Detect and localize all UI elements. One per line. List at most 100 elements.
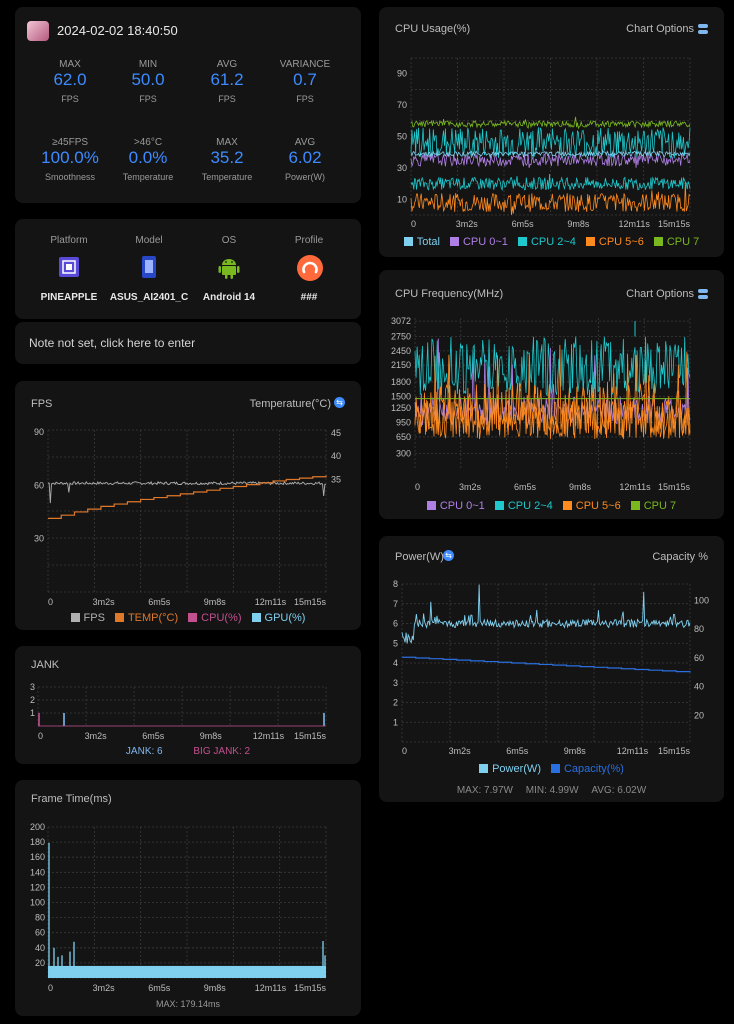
power-x-tick: 3m2s <box>449 746 472 756</box>
cpu-usage-chart-options-button[interactable]: Chart Options <box>626 23 694 35</box>
frame-time-y-tick: 60 <box>35 928 45 938</box>
cpu-usage-chart: 10 30 50 70 90 0 3m2s 6m5s 9m8s 12m11s 15m15s <box>397 57 691 229</box>
cpu-frequency-chart-options-button[interactable]: Chart Options <box>626 288 694 300</box>
fps-x-tick: 15m15s <box>294 597 327 607</box>
cpu-usage-chart-card: CPU Usage(%) Chart Options 10 30 50 70 90 0 3m… <box>379 7 724 257</box>
toggle-axis-icon[interactable]: ⇆ <box>443 550 454 561</box>
cpu-usage-x-tick: 6m5s <box>512 219 535 229</box>
capacity-series-line <box>402 656 691 673</box>
capacity-y-tick: 80 <box>694 624 704 634</box>
legend-label: FPS <box>83 612 105 624</box>
stat-unit: Power(W) <box>285 172 325 182</box>
cpu-usage-y-tick: 50 <box>397 132 407 142</box>
cpu-frequency-legend-item[interactable]: CPU 7 <box>630 500 677 512</box>
power-y-tick: 6 <box>393 619 398 629</box>
legend-swatch <box>449 237 459 246</box>
frame-time-y-tick: 40 <box>35 943 45 953</box>
cpu-usage-x-tick: 3m2s <box>456 219 479 229</box>
stack-icon[interactable] <box>698 24 708 34</box>
stat-unit: FPS <box>218 94 236 104</box>
cpu-frequency-y-tick: 1250 <box>391 403 411 413</box>
cpu-frequency-y-tick: 650 <box>396 432 411 442</box>
capacity-y-tick: 100 <box>694 595 709 605</box>
power-legend-item[interactable]: Power(W) <box>479 763 541 775</box>
power-y-tick: 5 <box>393 638 398 648</box>
fps-legend-item[interactable]: CPU(%) <box>188 612 242 624</box>
cpu-frequency-y-tick: 2750 <box>391 332 411 342</box>
cpu-usage-legend-item[interactable]: Total <box>403 236 440 248</box>
fps-x-tick: 6m5s <box>148 597 171 607</box>
legend-swatch <box>479 764 489 773</box>
cpu-frequency-x-tick: 3m2s <box>459 482 482 492</box>
jank-x-tick: 12m11s <box>253 731 285 741</box>
note-field[interactable]: Note not set, click here to enter <box>15 322 361 364</box>
cpu-frequency-y-tick: 1800 <box>391 377 411 387</box>
stat-value: 0.0% <box>128 148 168 167</box>
cpu-frequency-x-tick: 15m15s <box>658 482 691 492</box>
power-legend-item[interactable]: Capacity(%) <box>550 763 624 775</box>
legend-label: CPU 2~4 <box>507 500 553 512</box>
power-y-tick: 1 <box>393 717 398 727</box>
device-label: Profile <box>294 235 324 246</box>
legend-swatch <box>114 613 124 622</box>
legend-label: CPU 5~6 <box>598 236 644 248</box>
legend-swatch <box>188 613 198 622</box>
toggle-axis-icon[interactable]: ⇆ <box>334 397 345 408</box>
legend-label: CPU 7 <box>643 500 677 512</box>
cpu-usage-series-line <box>410 127 691 159</box>
frame-time-x-tick: 0 <box>48 983 53 993</box>
device-label: OS <box>221 235 237 246</box>
cpu-usage-series-line <box>410 182 691 216</box>
stat-value: 61.2 <box>210 70 244 89</box>
frame-time-x-tick: 9m8s <box>204 983 227 993</box>
cpu-usage-legend-item[interactable]: CPU 5~6 <box>585 236 644 248</box>
cpu-usage-legend-item[interactable]: CPU 7 <box>653 236 699 248</box>
stat-unit: Temperature <box>122 172 174 182</box>
cpu-usage-series-line <box>410 173 691 192</box>
cpu-usage-series-line <box>410 116 691 130</box>
cpu-usage-legend-item[interactable]: CPU 0~1 <box>449 236 508 248</box>
profile-icon <box>296 254 324 282</box>
device-value: Android 14 <box>202 292 256 303</box>
stat-label: >46°C <box>133 137 163 148</box>
cpu-frequency-legend-item[interactable]: CPU 0~1 <box>426 500 485 512</box>
frame-time-y-tick: 20 <box>35 958 45 968</box>
summary-card: 2024-02-02 18:40:50 MAX 62.0 FPS MIN 50.0 FPS… <box>15 7 361 203</box>
frame-time-x-tick: 12m11s <box>255 983 287 993</box>
legend-label: CPU 2~4 <box>530 236 576 248</box>
fps-legend-item[interactable]: TEMP(°C) <box>114 612 178 624</box>
frame-time-y-tick: 200 <box>30 822 45 832</box>
capacity-y-tick: 20 <box>694 710 704 720</box>
jank-x-tick: 9m8s <box>200 731 223 741</box>
fps-legend-item[interactable]: FPS <box>70 612 105 624</box>
legend-swatch <box>517 237 527 246</box>
fps-chart-card: FPS Temperature(°C) ⇆ 30 60 90 35 40 45 0 3m2s 6… <box>15 381 361 630</box>
session-datetime: 2024-02-02 18:40:50 <box>57 23 178 38</box>
fps-chart-legend: FPS TEMP(°C) CPU(%) GPU(%) <box>15 612 361 624</box>
cpu-frequency-y-tick: 2150 <box>391 360 411 370</box>
cpu-usage-legend: Total CPU 0~1 CPU 2~4 CPU 5~6 CPU 7 <box>379 236 724 248</box>
stat-label: AVG <box>294 137 316 148</box>
frame-time-chart-title: Frame Time(ms) <box>31 793 112 805</box>
fps-legend-item[interactable]: GPU(%) <box>251 612 305 624</box>
cpu-frequency-legend-item[interactable]: CPU 5~6 <box>562 500 621 512</box>
stat-label: MIN <box>138 59 158 70</box>
legend-swatch <box>562 501 572 510</box>
cpu-usage-legend-item[interactable]: CPU 2~4 <box>517 236 576 248</box>
power-avg: AVG: 6.02W <box>591 785 647 796</box>
frame-time-area <box>48 965 326 978</box>
legend-label: Capacity(%) <box>563 763 624 775</box>
legend-swatch <box>494 501 504 510</box>
cpu-frequency-legend-item[interactable]: CPU 2~4 <box>494 500 553 512</box>
fps-chart: 30 60 90 35 40 45 0 3m2s 6m5s 9m8s 12m11s 15m15s <box>34 427 341 607</box>
fps-x-tick: 12m11s <box>255 597 287 607</box>
stack-icon[interactable] <box>698 289 708 299</box>
device-label: Platform <box>50 235 88 246</box>
temperature-series-line <box>48 475 327 520</box>
frame-time-y-tick: 160 <box>30 852 45 862</box>
jank-chart-card: JANK 1 2 3 0 3m2s 6m5s 9m8s 12m11s 15m15s JANK: … <box>15 646 361 764</box>
fps-x-tick: 0 <box>48 597 53 607</box>
frame-time-y-tick: 80 <box>35 913 45 923</box>
note-text: Note not set, click here to enter <box>29 336 196 350</box>
cpu-frequency-series-line <box>414 336 691 397</box>
